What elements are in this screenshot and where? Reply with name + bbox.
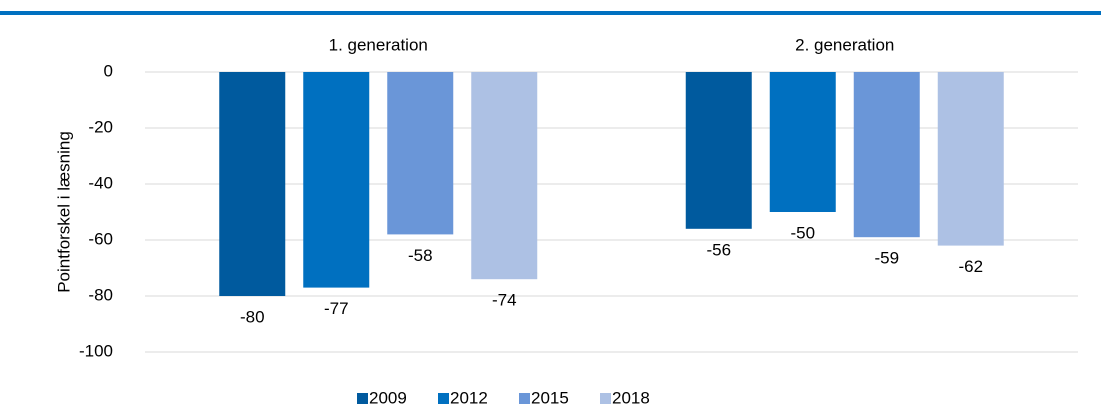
legend-swatch — [357, 393, 368, 404]
data-label: -62 — [958, 257, 983, 276]
data-label: -74 — [492, 291, 517, 310]
bar — [471, 72, 538, 280]
bar — [937, 72, 1004, 246]
legend-swatch — [600, 393, 611, 404]
y-tick-label: 0 — [104, 61, 113, 80]
legend-swatch — [438, 393, 449, 404]
bar — [303, 72, 370, 288]
category-label: 1. generation — [329, 35, 428, 54]
legend-label: 2018 — [612, 388, 650, 407]
y-tick-label: -100 — [79, 341, 113, 360]
top-rule — [0, 11, 1101, 15]
y-tick-label: -60 — [88, 229, 113, 248]
data-label: -58 — [408, 246, 433, 265]
y-tick-label: -40 — [88, 173, 113, 192]
bar — [769, 72, 836, 212]
bar — [685, 72, 752, 229]
data-label: -56 — [706, 240, 731, 259]
y-axis-label: Pointforskel i læsning — [54, 131, 73, 293]
legend-label: 2012 — [450, 388, 488, 407]
bar — [853, 72, 920, 238]
y-tick-label: -80 — [88, 285, 113, 304]
bar — [219, 72, 286, 296]
category-label: 2. generation — [795, 35, 894, 54]
legend-label: 2009 — [369, 388, 407, 407]
data-label: -59 — [874, 249, 899, 268]
legend-swatch — [519, 393, 530, 404]
y-tick-label: -20 — [88, 117, 113, 136]
data-label: -77 — [324, 299, 349, 318]
bar — [387, 72, 454, 235]
legend-label: 2015 — [531, 388, 569, 407]
data-label: -80 — [240, 307, 265, 326]
data-label: -50 — [790, 223, 815, 242]
